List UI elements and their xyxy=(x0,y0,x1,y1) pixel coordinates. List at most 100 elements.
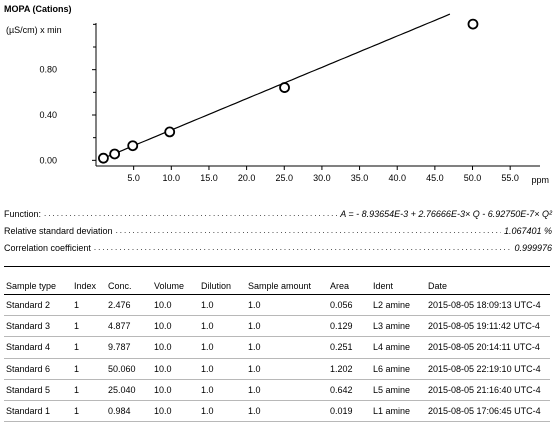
cell-volume: 10.0 xyxy=(152,400,199,422)
cell-conc: 50.060 xyxy=(106,358,152,380)
col-sample-amount: Sample amount xyxy=(246,277,328,295)
cell-dilution: 1.0 xyxy=(199,294,246,317)
cell-area: 0.251 xyxy=(328,336,371,359)
function-value: A = - 8.93654E-3 + 2.76666E-3× Q - 6.927… xyxy=(340,209,552,219)
cell-conc: 0.984 xyxy=(106,400,152,422)
table-body: Standard 2 1 2.476 10.0 1.0 1.0 0.056 L2 amine 2… xyxy=(4,294,550,422)
cell-dilution: 1.0 xyxy=(199,400,246,422)
cell-conc: 25.040 xyxy=(106,379,152,401)
col-ident: Ident xyxy=(371,277,426,295)
table-header-row: Sample type Index Conc. Volume Dilution … xyxy=(4,277,550,295)
cell-ident: L2 amine xyxy=(371,294,426,317)
correlation-label: Correlation coefficient xyxy=(4,243,91,253)
cell-conc: 4.877 xyxy=(106,315,152,338)
leader-dots: ........................................… xyxy=(93,243,512,252)
cell-area: 0.019 xyxy=(328,400,371,422)
cell-index: 1 xyxy=(72,379,106,401)
cell-volume: 10.0 xyxy=(152,315,199,338)
cell-dilution: 1.0 xyxy=(199,336,246,359)
cell-volume: 10.0 xyxy=(152,336,199,359)
cell-dilution: 1.0 xyxy=(199,358,246,380)
col-area: Area xyxy=(328,277,371,295)
cell-date: 2015-08-05 20:14:11 UTC-4 xyxy=(426,336,550,359)
cell-area: 0.129 xyxy=(328,315,371,338)
cell-date: 2015-08-05 18:09:13 UTC-4 xyxy=(426,294,550,317)
y-tick-label: 0.80 xyxy=(39,65,57,75)
cell-date: 2015-08-05 17:06:45 UTC-4 xyxy=(426,400,550,422)
cell-date: 2015-08-05 22:19:10 UTC-4 xyxy=(426,358,550,380)
cell-index: 1 xyxy=(72,400,106,422)
cell-sample-type: Standard 6 xyxy=(4,358,72,380)
data-point xyxy=(164,126,176,138)
correlation-value: 0.999976 xyxy=(514,243,552,253)
cell-sample-type: Standard 5 xyxy=(4,379,72,401)
cell-date: 2015-08-05 19:11:42 UTC-4 xyxy=(426,315,550,338)
x-tick-label: 30.0 xyxy=(313,173,331,183)
col-index: Index xyxy=(72,277,106,295)
cell-volume: 10.0 xyxy=(152,379,199,401)
cell-dilution: 1.0 xyxy=(199,315,246,338)
cell-sample-amount: 1.0 xyxy=(246,400,328,422)
col-volume: Volume xyxy=(152,277,199,295)
table-row: Standard 3 1 4.877 10.0 1.0 1.0 0.129 L3 amine 2… xyxy=(4,315,550,338)
col-dilution: Dilution xyxy=(199,277,246,295)
calibration-curve xyxy=(99,13,451,161)
cell-ident: L6 amine xyxy=(371,358,426,380)
x-tick-label: 25.0 xyxy=(275,173,293,183)
cell-ident: L1 amine xyxy=(371,400,426,422)
cell-index: 1 xyxy=(72,336,106,359)
x-tick-label: 10.0 xyxy=(163,173,181,183)
function-label: Function: xyxy=(4,209,42,219)
data-point xyxy=(127,140,139,152)
cell-conc: 9.787 xyxy=(106,336,152,359)
col-date: Date xyxy=(426,277,550,295)
calibration-chart: MOPA (Cations) (µS/cm) x min ppm 0.00 0.40 0.… xyxy=(4,4,549,185)
cell-date: 2015-08-05 21:16:40 UTC-4 xyxy=(426,379,550,401)
sample-table: Sample type Index Conc. Volume Dilution … xyxy=(4,277,550,422)
x-tick-label: 45.0 xyxy=(426,173,444,183)
table-row: Standard 1 1 0.984 10.0 1.0 1.0 0.019 L1 amine 2… xyxy=(4,400,550,422)
y-tick-label: 0.00 xyxy=(39,155,57,165)
data-point xyxy=(98,152,109,164)
chart-title: MOPA (Cations) xyxy=(4,4,72,14)
cell-sample-type: Standard 3 xyxy=(4,315,72,338)
col-sample-type: Sample type xyxy=(4,277,72,295)
function-row: Function: ..............................… xyxy=(4,207,552,221)
cell-volume: 10.0 xyxy=(152,358,199,380)
rsd-row: Relative standard deviation ............… xyxy=(4,224,552,238)
x-tick-label: 50.0 xyxy=(464,173,482,183)
cell-sample-amount: 1.0 xyxy=(246,379,328,401)
y-tick-label: 0.40 xyxy=(39,110,57,120)
x-tick-label: 55.0 xyxy=(501,173,519,183)
table-row: Standard 4 1 9.787 10.0 1.0 1.0 0.251 L4 amine 2… xyxy=(4,336,550,359)
x-axis-label: ppm xyxy=(531,175,549,185)
cell-dilution: 1.0 xyxy=(199,379,246,401)
y-axis-label: (µS/cm) x min xyxy=(6,25,62,35)
x-tick-label: 15.0 xyxy=(200,173,218,183)
table-row: Standard 2 1 2.476 10.0 1.0 1.0 0.056 L2 amine 2… xyxy=(4,294,550,317)
cell-index: 1 xyxy=(72,315,106,338)
cell-index: 1 xyxy=(72,294,106,317)
cell-area: 1.202 xyxy=(328,358,371,380)
rsd-label: Relative standard deviation xyxy=(4,226,113,236)
cell-sample-amount: 1.0 xyxy=(246,294,328,317)
table-row: Standard 6 1 50.060 10.0 1.0 1.0 1.202 L6 amine… xyxy=(4,358,550,380)
cell-sample-type: Standard 4 xyxy=(4,336,72,359)
leader-dots: ........................................… xyxy=(44,209,337,218)
cell-ident: L4 amine xyxy=(371,336,426,359)
x-tick-label: 5.0 xyxy=(127,173,140,183)
data-point xyxy=(109,148,121,160)
cell-sample-amount: 1.0 xyxy=(246,315,328,338)
x-tick-label: 35.0 xyxy=(351,173,369,183)
data-point xyxy=(279,82,290,93)
cell-index: 1 xyxy=(72,358,106,380)
cell-sample-type: Standard 1 xyxy=(4,400,72,422)
x-tick-label: 40.0 xyxy=(388,173,406,183)
cell-area: 0.056 xyxy=(328,294,371,317)
cell-ident: L3 amine xyxy=(371,315,426,338)
cell-area: 0.642 xyxy=(328,379,371,401)
cell-sample-amount: 1.0 xyxy=(246,336,328,359)
x-tick-label: 20.0 xyxy=(238,173,256,183)
col-conc: Conc. xyxy=(106,277,152,295)
table-row: Standard 5 1 25.040 10.0 1.0 1.0 0.642 L5 amine… xyxy=(4,379,550,401)
